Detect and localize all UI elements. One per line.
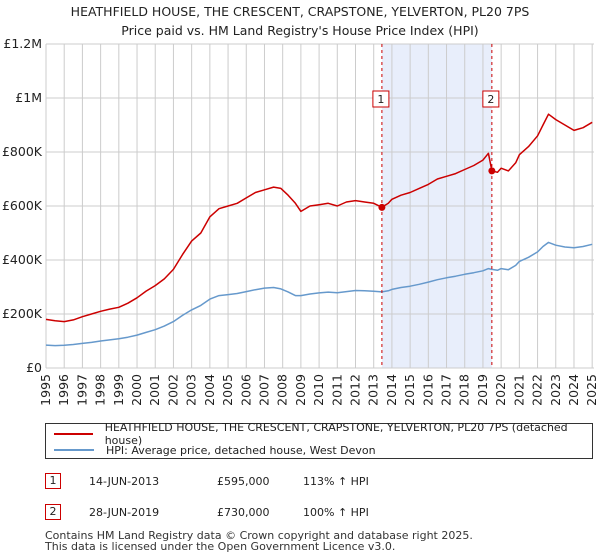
sale-hpi-change: 100% ↑ HPI xyxy=(303,506,369,519)
sale-date: 14-JUN-2013 xyxy=(89,475,160,488)
sale-price: £730,000 xyxy=(217,506,270,519)
x-tick-label: 2008 xyxy=(275,374,290,406)
title-line-2: Price paid vs. HM Land Registry's House … xyxy=(121,23,479,38)
x-tick-label: 2021 xyxy=(511,374,526,406)
hpi-line xyxy=(45,241,593,347)
y-tick-label: £1.2M xyxy=(3,36,42,51)
x-tick-label: 2010 xyxy=(311,374,326,406)
y-tick-label: £400K xyxy=(2,252,43,267)
x-tick-label: 1995 xyxy=(38,374,53,406)
x-axis: 1995 1996 1997 1998 1999 2000 2001 2002 2003 2004… xyxy=(38,374,599,406)
y-tick-label: £600K xyxy=(2,198,43,213)
x-tick-label: 2015 xyxy=(402,374,417,406)
x-tick-label: 2000 xyxy=(129,374,144,406)
property-price-line xyxy=(45,113,593,323)
x-tick-label: 2011 xyxy=(329,374,344,406)
sale-date: 28-JUN-2019 xyxy=(89,506,160,519)
legend-item-property: HEATHFIELD HOUSE, THE CRESCENT, CRAPSTON… xyxy=(54,421,592,447)
sale-point xyxy=(488,167,496,175)
title-line-1: HEATHFIELD HOUSE, THE CRESCENT, CRAPSTON… xyxy=(70,4,530,19)
x-tick-label: 2022 xyxy=(530,374,545,406)
footer: Contains HM Land Registry data © Crown c… xyxy=(45,530,473,552)
x-tick-label: 2005 xyxy=(220,374,235,406)
sale-row-1: 1 14-JUN-2013 £595,000 113% ↑ HPI xyxy=(45,473,595,491)
sale-number-badge: 2 xyxy=(45,504,61,520)
x-tick-label: 2013 xyxy=(366,374,381,406)
x-tick-label: 2018 xyxy=(457,374,472,406)
x-tick-label: 2016 xyxy=(420,374,435,406)
sale-point xyxy=(378,203,386,211)
x-tick-label: 2009 xyxy=(293,374,308,406)
sale-label-box xyxy=(372,90,390,108)
sale-number-badge: 1 xyxy=(45,473,61,489)
grid xyxy=(45,43,594,369)
x-tick-label: 2025 xyxy=(584,374,599,406)
x-tick-label: 2012 xyxy=(348,374,363,406)
y-tick-label: £800K xyxy=(2,144,43,159)
legend: HEATHFIELD HOUSE, THE CRESCENT, CRAPSTON… xyxy=(45,421,593,459)
x-tick-label: 2007 xyxy=(256,374,271,406)
legend-item-hpi: HPI: Average price, detached house, West… xyxy=(54,442,376,458)
series-layer xyxy=(45,113,593,347)
x-tick-label: 2017 xyxy=(439,374,454,406)
sale-label-number: 2 xyxy=(487,93,494,106)
x-tick-label: 2020 xyxy=(493,374,508,406)
x-tick-label: 2002 xyxy=(165,374,180,406)
sale-label-number: 1 xyxy=(377,93,384,106)
chart-title: HEATHFIELD HOUSE, THE CRESCENT, CRAPSTON… xyxy=(0,2,600,40)
legend-swatch-property xyxy=(54,433,93,435)
footer-licence: This data is licensed under the Open Gov… xyxy=(45,540,396,553)
legend-label-property: HEATHFIELD HOUSE, THE CRESCENT, CRAPSTON… xyxy=(104,421,568,447)
sale-hpi-change: 113% ↑ HPI xyxy=(303,475,369,488)
x-tick-label: 2003 xyxy=(184,374,199,406)
y-tick-label: £0 xyxy=(26,360,42,375)
legend-label-hpi: HPI: Average price, detached house, West… xyxy=(106,443,376,457)
x-tick-label: 2001 xyxy=(147,374,162,406)
y-tick-label: £1M xyxy=(15,90,42,105)
x-tick-label: 2004 xyxy=(202,374,217,406)
sale-label-box xyxy=(482,90,500,108)
x-tick-label: 2023 xyxy=(548,374,563,406)
y-axis: £0 £200K £400K £600K £800K £1M £1.2M xyxy=(2,36,43,375)
x-tick-label: 2006 xyxy=(238,374,253,406)
x-tick-label: 1997 xyxy=(74,374,89,406)
sale-row-2: 2 28-JUN-2019 £730,000 100% ↑ HPI xyxy=(45,504,595,522)
x-tick-label: 2024 xyxy=(566,374,581,406)
sale-price: £595,000 xyxy=(217,475,270,488)
y-tick-label: £200K xyxy=(2,306,43,321)
x-tick-label: 1999 xyxy=(111,374,126,406)
legend-swatch-hpi xyxy=(54,449,94,451)
footer-copyright: Contains HM Land Registry data © Crown c… xyxy=(45,529,473,542)
x-tick-label: 2014 xyxy=(384,374,399,406)
x-tick-label: 1996 xyxy=(56,374,71,406)
x-tick-label: 2019 xyxy=(475,374,490,406)
x-tick-label: 1998 xyxy=(93,374,108,406)
